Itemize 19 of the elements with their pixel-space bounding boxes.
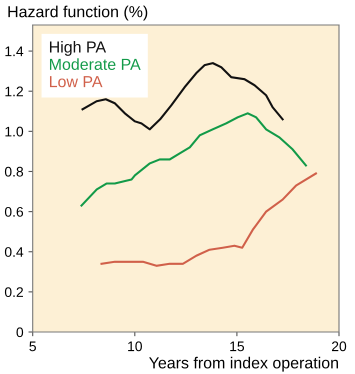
line-series: [80, 112, 307, 207]
x-tick-label: 10: [128, 341, 142, 352]
y-tick-label: 0.8: [4, 166, 24, 177]
x-tick-label: 20: [332, 341, 346, 352]
y-tick-label: 1.2: [5, 86, 23, 96]
text: Low PA: [50, 76, 103, 88]
x-tick-label: 15: [230, 342, 244, 352]
text: Moderate PA: [50, 58, 141, 70]
chart-title: Hazard function (%): [8, 6, 148, 20]
y-tick-label: 1.4: [5, 46, 24, 56]
y-tick-label: 0: [16, 327, 24, 338]
text: High PA: [50, 40, 106, 56]
y-tick-label: 1.0: [5, 126, 24, 137]
y-tick-label: 0.6: [4, 206, 24, 217]
y-tick-label: 0.2: [4, 287, 23, 298]
x-tick-label: 5: [29, 342, 36, 352]
x-axis-title: Years from index operation: [149, 356, 338, 372]
y-tick-label: 0.4: [4, 247, 24, 257]
line-series: [100, 172, 317, 267]
